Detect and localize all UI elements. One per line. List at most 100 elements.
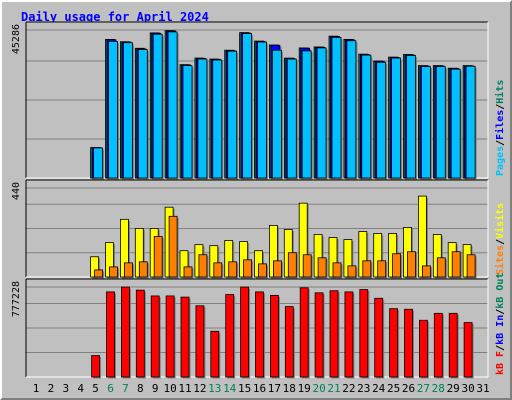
bar-sites-day-17 xyxy=(272,260,282,278)
bar-pages-day-10 xyxy=(167,31,178,179)
bar-kb-f-day-5 xyxy=(91,355,100,378)
bar-sites-day-14 xyxy=(228,261,238,278)
x-tick-label-5: 5 xyxy=(92,382,99,395)
x-tick-label-23: 23 xyxy=(357,382,370,395)
bar-kb-f-day-25 xyxy=(389,308,399,378)
bar-sites-day-9 xyxy=(153,236,163,278)
x-tick-label-9: 9 xyxy=(152,382,159,395)
bar-pages-day-12 xyxy=(197,58,208,179)
bar-sites-day-25 xyxy=(392,253,402,278)
bar-sites-day-20 xyxy=(317,257,327,278)
x-tick-label-4: 4 xyxy=(77,382,84,395)
bar-pages-day-24 xyxy=(376,61,387,179)
bar-pages-day-11 xyxy=(182,65,193,179)
bar-sites-day-5 xyxy=(94,269,103,278)
x-tick-label-3: 3 xyxy=(62,382,69,395)
bar-kb-f-day-19 xyxy=(299,287,309,378)
bar-pages-day-5 xyxy=(93,147,103,179)
bar-kb-f-day-10 xyxy=(165,295,175,378)
bar-kb-f-day-18 xyxy=(284,306,294,378)
legend-item-hits-4: Hits xyxy=(494,80,506,104)
bar-sites-day-10 xyxy=(168,215,178,278)
x-tick-label-18: 18 xyxy=(283,382,296,395)
bar-sites-day-15 xyxy=(243,259,253,278)
x-tick-label-1: 1 xyxy=(33,382,40,395)
legend-item-hits-0: Pages xyxy=(495,146,506,176)
x-tick-label-16: 16 xyxy=(253,382,266,395)
x-tick-label-26: 26 xyxy=(402,382,415,395)
legend-item-kbytes-0: kB F xyxy=(495,351,506,375)
bar-sites-day-11 xyxy=(183,266,193,278)
bar-pages-day-7 xyxy=(123,42,133,179)
x-tick-label-17: 17 xyxy=(268,382,281,395)
bar-kb-f-day-17 xyxy=(269,294,279,378)
legend-item-kbytes-4: kB Out xyxy=(495,273,506,309)
bar-kb-f-day-6 xyxy=(106,291,115,378)
legend-visits: Sites/Visits xyxy=(494,203,506,275)
bar-kb-f-day-23 xyxy=(359,289,369,378)
x-tick-label-15: 15 xyxy=(238,382,251,395)
bar-sites-day-29 xyxy=(451,251,461,278)
bar-kb-f-day-28 xyxy=(433,312,443,378)
bar-kb-f-day-22 xyxy=(344,291,354,378)
bar-kb-f-day-29 xyxy=(448,312,458,378)
bar-kb-f-day-14 xyxy=(225,294,235,378)
legend-item-kbytes-2: kB In xyxy=(495,315,506,345)
bar-pages-day-8 xyxy=(137,49,148,179)
bar-kb-f-day-21 xyxy=(329,290,339,378)
bar-sites-day-26 xyxy=(407,251,416,278)
bar-pages-day-13 xyxy=(212,59,223,179)
chart-title: Daily usage for April 2024 xyxy=(21,10,209,24)
legend-item-hits-3: / xyxy=(495,104,506,110)
bar-visits-day-27 xyxy=(417,195,427,278)
legend-item-visits-0: Sites xyxy=(494,245,506,275)
x-tick-label-27: 27 xyxy=(417,382,430,395)
bar-pages-day-17 xyxy=(271,49,282,179)
x-tick-label-20: 20 xyxy=(312,382,325,395)
y-max-label-kbytes: 777228 xyxy=(11,281,22,317)
bar-kb-f-day-12 xyxy=(195,305,205,378)
bar-sites-day-19 xyxy=(302,254,312,278)
x-tick-label-29: 29 xyxy=(447,382,460,395)
x-tick-label-30: 30 xyxy=(461,382,474,395)
bar-kb-f-day-24 xyxy=(374,297,384,378)
x-tick-label-22: 22 xyxy=(342,382,355,395)
bar-sites-day-30 xyxy=(466,254,476,278)
legend-item-kbytes-1: / xyxy=(495,345,506,351)
bar-pages-day-25 xyxy=(391,57,402,179)
bar-kb-f-day-13 xyxy=(210,330,220,378)
legend-item-kbytes-3: / xyxy=(495,309,506,315)
bar-pages-day-18 xyxy=(286,58,297,179)
bar-kb-f-day-20 xyxy=(314,292,324,378)
bar-sites-day-28 xyxy=(436,257,446,278)
x-tick-label-25: 25 xyxy=(387,382,400,395)
bar-pages-day-9 xyxy=(152,33,163,179)
bar-pages-day-27 xyxy=(420,66,431,179)
y-max-label-visits: 440 xyxy=(11,182,22,200)
bar-sites-day-22 xyxy=(347,265,357,278)
x-tick-label-31: 31 xyxy=(476,382,489,395)
x-tick-label-2: 2 xyxy=(48,382,55,395)
bar-sites-day-18 xyxy=(287,252,297,278)
bar-sites-day-12 xyxy=(198,254,208,278)
bar-pages-day-29 xyxy=(450,68,461,179)
legend-item-hits-2: Files xyxy=(494,110,506,140)
legend-item-hits-1: / xyxy=(495,140,506,146)
bar-pages-day-30 xyxy=(465,65,476,179)
x-tick-label-14: 14 xyxy=(223,382,237,395)
x-tick-label-11: 11 xyxy=(178,382,191,395)
bar-kb-f-day-26 xyxy=(404,308,413,378)
bar-sites-day-24 xyxy=(377,260,387,278)
bar-pages-day-14 xyxy=(227,50,238,179)
y-max-label-hits: 45286 xyxy=(11,24,22,54)
bar-kb-f-day-11 xyxy=(180,296,190,378)
bar-sites-day-21 xyxy=(332,262,342,278)
bar-sites-day-6 xyxy=(109,266,118,278)
x-tick-label-24: 24 xyxy=(372,382,386,395)
bar-pages-day-6 xyxy=(108,40,118,179)
bar-pages-day-26 xyxy=(406,55,416,179)
x-tick-label-8: 8 xyxy=(137,382,144,395)
bar-pages-day-19 xyxy=(301,50,312,179)
